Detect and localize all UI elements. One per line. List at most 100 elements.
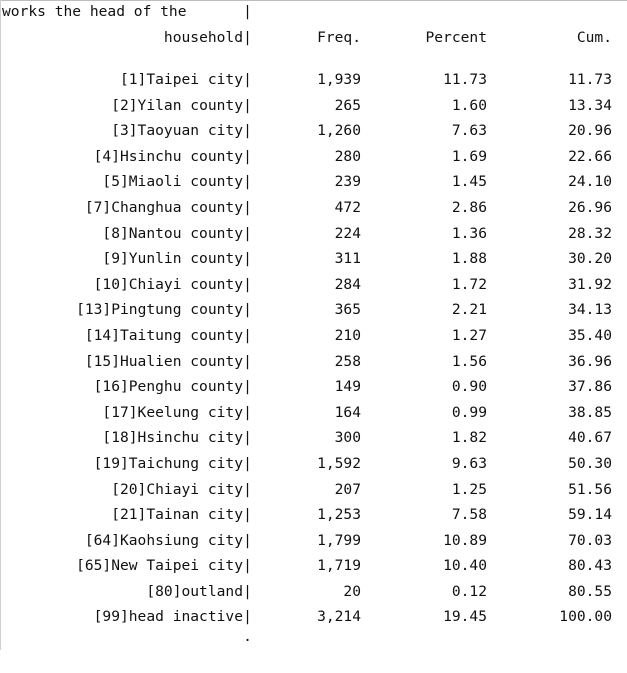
row-separator: | [243,301,252,319]
table-row: [80]outland | 20 0.12 80.55 [0,579,627,605]
row-percent: 10.89 [443,531,487,549]
table-row: [64]Kaohsiung city | 1,799 10.89 70.03 [0,528,627,554]
row-percent: 11.73 [443,71,487,88]
row-cum: 34.13 [568,301,612,319]
row-separator: | [243,147,252,165]
row-cum: 20.96 [568,122,612,140]
row-percent: 1.60 [451,96,487,114]
row-label: [17]Keelung city [102,403,243,421]
frequency-table: works the head of the | household | Freq… [0,0,627,650]
row-label: [14]Taitung county [84,326,243,344]
row-cum: 11.73 [568,71,612,88]
row-separator: | [243,173,252,191]
row-separator: | [243,275,252,293]
row-label: [9]Yunlin county [102,250,243,268]
row-label: [16]Penghu county [93,378,243,396]
row-separator: | [243,429,252,447]
row-freq: 164 [334,403,361,421]
row-separator: | [243,96,252,114]
row-freq: 224 [334,224,361,242]
row-percent: 1.69 [451,147,487,165]
row-freq: 1,260 [317,122,361,140]
row-freq: 207 [334,480,361,498]
row-freq: 1,939 [317,71,361,88]
table-row: [65]New Taipei city | 1,719 10.40 80.43 [0,553,627,579]
row-label: [4]Hsinchu county [93,147,243,165]
row-percent: 7.63 [451,122,487,140]
header-row-2: household | Freq. Percent Cum. [0,24,627,52]
table-body: [1]Taipei city | 1,939 11.73 11.73 [2]Yilan c… [0,67,627,630]
row-freq: 20 [343,582,361,600]
row-separator: | [243,480,252,498]
window-left-border [0,0,1,650]
row-separator: | [243,557,252,575]
table-row: [15]Hualien county | 258 1.56 36.96 [0,349,627,375]
row-separator: | [243,378,252,396]
row-percent: 1.56 [451,352,487,370]
row-label: [1]Taipei city [119,71,243,88]
row-cum: 22.66 [568,147,612,165]
row-freq: 3,214 [317,608,361,626]
row-label: [99]head inactive [93,608,243,626]
row-freq: 284 [334,275,361,293]
row-label: [18]Hsinchu city [102,429,243,447]
row-freq: 149 [334,378,361,396]
row-separator: | [243,326,252,344]
row-freq: 265 [334,96,361,114]
table-row: [4]Hsinchu county | 280 1.69 22.66 [0,144,627,170]
row-freq: 1,719 [317,557,361,575]
footer-row: . [0,629,627,650]
row-cum: 24.10 [568,173,612,191]
row-separator: | [243,224,252,242]
row-freq: 258 [334,352,361,370]
row-freq: 472 [334,198,361,216]
table-row: [99]head inactive | 3,214 19.45 100.00 [0,604,627,630]
table-row: [17]Keelung city | 164 0.99 38.85 [0,400,627,426]
table-row: [20]Chiayi city | 207 1.25 51.56 [0,477,627,503]
row-percent: 1.82 [451,429,487,447]
header-separator-1: | [243,3,252,20]
table-row: [14]Taitung county | 210 1.27 35.40 [0,323,627,349]
row-percent: 19.45 [443,608,487,626]
row-label: [15]Hualien county [84,352,243,370]
row-cum: 51.56 [568,480,612,498]
header-row-1: works the head of the | [0,0,627,24]
row-cum: 35.40 [568,326,612,344]
table-row: [10]Chiayi county | 284 1.72 31.92 [0,272,627,298]
row-freq: 1,799 [317,531,361,549]
row-separator: | [243,454,252,472]
row-percent: 0.12 [451,582,487,600]
table-row: [13]Pingtung county | 365 2.21 34.13 [0,297,627,323]
table-row: [16]Penghu county | 149 0.90 37.86 [0,374,627,400]
row-percent: 1.88 [451,250,487,268]
row-cum: 70.03 [568,531,612,549]
row-label: [3]Taoyuan city [111,122,243,140]
row-percent: 1.36 [451,224,487,242]
row-cum: 80.43 [568,557,612,575]
row-cum: 38.85 [568,403,612,421]
row-percent: 10.40 [443,557,487,575]
row-label: [5]Miaoli county [102,173,243,191]
column-header-freq: Freq. [317,29,361,46]
row-percent: 2.86 [451,198,487,216]
row-percent: 0.90 [451,378,487,396]
row-freq: 239 [334,173,361,191]
row-freq: 210 [334,326,361,344]
row-percent: 1.45 [451,173,487,191]
row-cum: 37.86 [568,378,612,396]
row-label: [2]Yilan county [111,96,243,114]
row-separator: | [243,198,252,216]
row-label: [80]outland [146,582,243,600]
row-percent: 9.63 [451,454,487,472]
row-separator: | [243,506,252,524]
row-percent: 1.72 [451,275,487,293]
row-label: [8]Nantou county [102,224,243,242]
row-percent: 7.58 [451,506,487,524]
row-separator: | [243,608,252,626]
row-separator: | [243,403,252,421]
row-cum: 31.92 [568,275,612,293]
row-separator: | [243,352,252,370]
row-label: [19]Taichung city [93,454,243,472]
row-separator: | [243,582,252,600]
row-cum: 59.14 [568,506,612,524]
